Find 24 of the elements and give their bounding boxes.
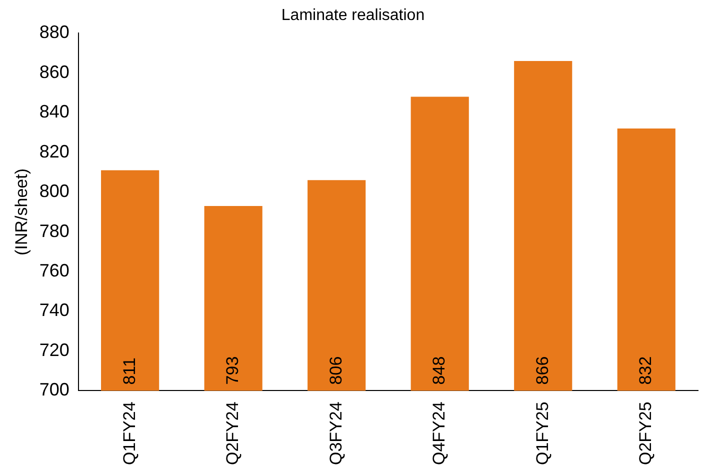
y-tick-label: 860 bbox=[39, 62, 70, 82]
data-label: 806 bbox=[326, 356, 346, 385]
x-tick-label: Q2FY24 bbox=[223, 402, 242, 465]
y-axis-title: (INR/sheet) bbox=[12, 168, 31, 256]
x-tick-label: Q1FY24 bbox=[120, 402, 139, 465]
y-tick-label: 800 bbox=[39, 181, 70, 202]
data-label: 793 bbox=[223, 356, 242, 385]
chart-title: Laminate realisation bbox=[281, 7, 425, 24]
y-tick-label: 880 bbox=[39, 22, 70, 42]
y-tick-label: 820 bbox=[39, 141, 70, 162]
x-tick-label: Q2FY25 bbox=[636, 402, 656, 465]
data-label: 811 bbox=[120, 358, 139, 385]
data-label: 832 bbox=[636, 356, 656, 385]
y-tick-label: 720 bbox=[39, 340, 70, 360]
y-tick-label: 700 bbox=[39, 380, 70, 400]
x-tick-label: Q3FY24 bbox=[326, 402, 346, 465]
x-tick-label: Q1FY25 bbox=[532, 402, 552, 465]
y-tick-label: 740 bbox=[39, 300, 70, 320]
x-tick-label: Q4FY24 bbox=[430, 402, 449, 465]
data-label: 848 bbox=[430, 356, 449, 385]
y-tick-label: 780 bbox=[39, 220, 70, 241]
data-label: 866 bbox=[532, 356, 552, 385]
y-tick-label: 760 bbox=[39, 260, 70, 280]
y-tick-label: 840 bbox=[39, 102, 70, 122]
